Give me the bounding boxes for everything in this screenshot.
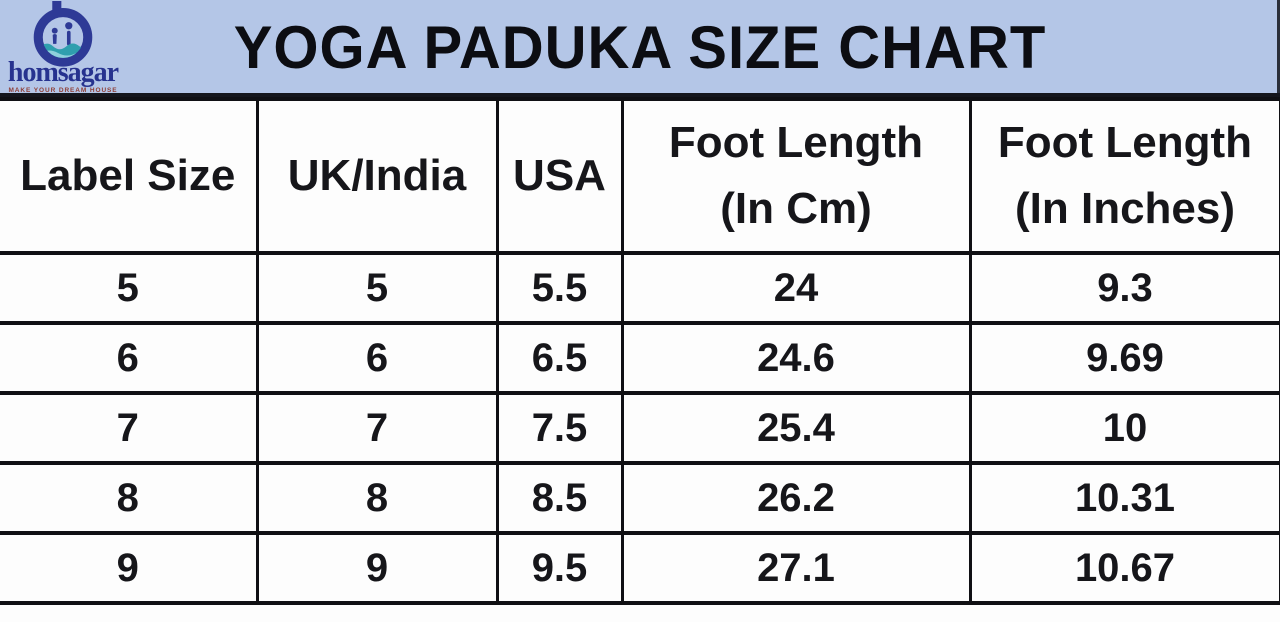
- table-header-row: Label Size UK/India USA Foot Length (In …: [0, 97, 1280, 255]
- cell-uk-india: 9: [255, 531, 499, 605]
- cell-label-size: 6: [0, 321, 259, 395]
- cell-uk-india: 5: [255, 251, 499, 325]
- cell-uk-india: 8: [255, 461, 499, 535]
- column-header-uk-india: UK/India: [255, 97, 499, 255]
- homsagar-logo-icon: [33, 1, 93, 67]
- column-header-usa: USA: [495, 97, 624, 255]
- cell-foot-length-cm: 26.2: [620, 461, 972, 535]
- table-row-size-5: 5 5 5.5 24 9.3: [0, 251, 1280, 325]
- cell-foot-length-inches: 9.69: [968, 321, 1280, 395]
- brand-name: homsagar: [7, 57, 119, 88]
- cell-foot-length-inches: 10: [968, 391, 1280, 465]
- table-row-size-7: 7 7 7.5 25.4 10: [0, 391, 1280, 465]
- brand-logo: homsagar MAKE YOUR DREAM HOUSE: [4, 1, 122, 95]
- column-header-label-size: Label Size: [0, 97, 259, 255]
- cell-foot-length-inches: 9.3: [968, 251, 1280, 325]
- cell-usa: 8.5: [495, 461, 624, 535]
- cell-foot-length-cm: 27.1: [620, 531, 972, 605]
- cell-foot-length-cm: 24.6: [620, 321, 972, 395]
- size-chart-table: Label Size UK/India USA Foot Length (In …: [0, 97, 1280, 605]
- cell-usa: 6.5: [495, 321, 624, 395]
- cell-foot-length-cm: 24: [620, 251, 972, 325]
- cell-label-size: 7: [0, 391, 259, 465]
- cell-usa: 7.5: [495, 391, 624, 465]
- column-header-foot-length-inches: Foot Length (In Inches): [968, 97, 1280, 255]
- brand-tagline: MAKE YOUR DREAM HOUSE: [8, 87, 118, 94]
- page-title: YOGA PADUKA SIZE CHART: [233, 13, 1047, 82]
- cell-label-size: 9: [0, 531, 259, 605]
- cell-foot-length-inches: 10.31: [968, 461, 1280, 535]
- cell-label-size: 8: [0, 461, 259, 535]
- table-row-size-6: 6 6 6.5 24.6 9.69: [0, 321, 1280, 395]
- column-header-foot-length-cm: Foot Length (In Cm): [620, 97, 972, 255]
- table-row-size-8: 8 8 8.5 26.2 10.31: [0, 461, 1280, 535]
- table-row-size-9: 9 9 9.5 27.1 10.67: [0, 531, 1280, 605]
- cell-foot-length-inches: 10.67: [968, 531, 1280, 605]
- cell-usa: 5.5: [495, 251, 624, 325]
- cell-uk-india: 6: [255, 321, 499, 395]
- cell-foot-length-cm: 25.4: [620, 391, 972, 465]
- cell-uk-india: 7: [255, 391, 499, 465]
- title-band: homsagar MAKE YOUR DREAM HOUSE YOGA PADU…: [0, 0, 1280, 97]
- cell-label-size: 5: [0, 251, 259, 325]
- cell-usa: 9.5: [495, 531, 624, 605]
